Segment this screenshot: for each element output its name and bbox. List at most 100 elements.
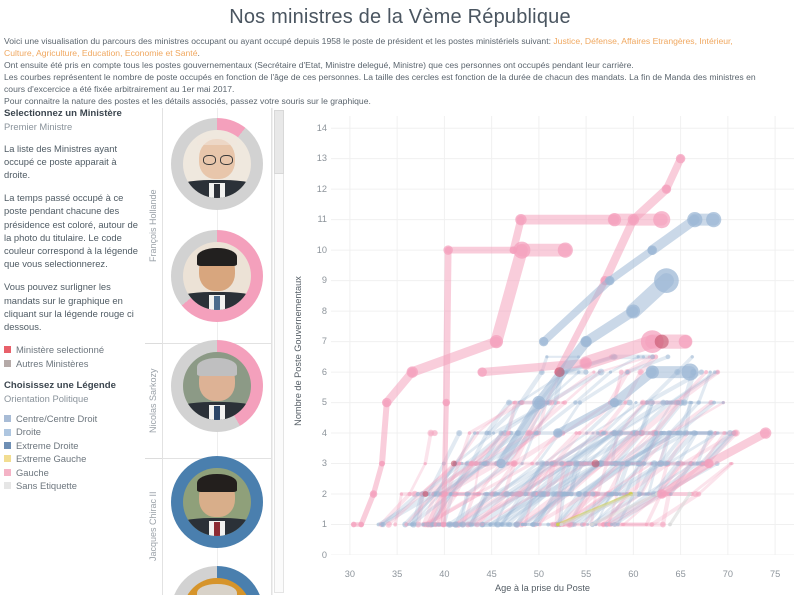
y-axis-tick: 7	[321, 336, 327, 347]
y-axis-tick: 8	[321, 305, 327, 316]
sidebar-paragraph-1: La liste des Ministres ayant occupé ce p…	[4, 142, 118, 180]
legend-label: Ministère selectionné	[16, 344, 105, 356]
app-root: Nos ministres de la Vème République Voic…	[0, 6, 800, 597]
legend-label: Extreme Droite	[16, 439, 79, 451]
legend-item-ministere-selectionne[interactable]: Ministère selectionné	[4, 343, 142, 356]
legend-item-gauche[interactable]: Gauche	[4, 466, 142, 479]
scrollbar-thumb[interactable]	[274, 109, 284, 174]
ministry-list-part-2: Culture, Agriculture, Education, Economi…	[4, 48, 198, 59]
minister-item[interactable]	[171, 229, 263, 322]
x-axis-tick: 30	[344, 568, 356, 579]
x-axis-tick: 55	[580, 568, 592, 579]
president-separator	[145, 342, 162, 344]
page-title: Nos ministres de la Vème République	[229, 6, 571, 28]
minister-item[interactable]	[171, 339, 263, 432]
color-swatch-selected	[4, 346, 11, 354]
president-group-label: Nicolas Sarkozy	[148, 367, 158, 433]
x-axis-tick: 50	[533, 568, 544, 579]
intro-line-1: Voici une visualisation du parcours des …	[4, 36, 733, 46]
color-swatch-gauche	[4, 468, 11, 476]
ministere-selector-value[interactable]: Premier Ministre	[4, 120, 73, 132]
legend-item-centre-centre-droit[interactable]: Centre/Centre Droit	[4, 412, 142, 425]
x-axis-tick: 70	[722, 568, 733, 579]
legend-label: Autres Ministères	[16, 357, 89, 369]
legend-choice-value[interactable]: Orientation Politique	[4, 393, 89, 405]
legend-label: Centre/Centre Droit	[16, 413, 98, 425]
ministere-selector-label: Selectionnez un Ministère	[4, 107, 122, 119]
x-axis-tick: 65	[675, 568, 686, 579]
intro-line-3: Ont ensuite été pris en compte tous les …	[4, 60, 634, 71]
y-axis-tick: 5	[321, 397, 327, 408]
legend-item-extreme-droite[interactable]: Extreme Droite	[4, 439, 142, 452]
color-swatch-others	[4, 359, 11, 367]
intro-line-5: cours d'excercice a été fixée arbitraire…	[4, 84, 235, 95]
y-axis-tick: 6	[321, 366, 327, 377]
intro-line-4: Les courbes représentent le nombre de po…	[4, 72, 756, 83]
selected-ministry-marker	[450, 460, 457, 467]
minister-item[interactable]	[171, 117, 263, 210]
y-axis-tick: 12	[316, 183, 327, 194]
scrollbar-track[interactable]	[274, 109, 284, 593]
highlighted-trajectories	[350, 153, 772, 527]
chart-svg	[331, 115, 794, 555]
x-axis-tick: 40	[439, 568, 450, 579]
minister-item[interactable]	[171, 455, 263, 548]
president-separator	[145, 457, 162, 459]
color-swatch-sans-etiquette	[4, 482, 11, 490]
x-axis-tick: 60	[628, 568, 639, 579]
minister-portrait	[183, 129, 251, 198]
legend-item-autres-ministeres[interactable]: Autres Ministères	[4, 357, 142, 370]
y-axis-tick: 3	[321, 458, 327, 469]
color-swatch-droite	[4, 428, 11, 436]
y-axis-tick: 14	[316, 122, 327, 133]
president-group-label: Jacques Chirac II	[148, 491, 158, 561]
scatter-line-chart[interactable]: Nombre de Poste Gouvernementaux Age à la…	[285, 108, 800, 595]
legend-item-extreme-gauche[interactable]: Extreme Gauche	[4, 452, 142, 465]
y-axis-tick: 11	[317, 214, 327, 225]
legend-choice-label: Choisissez une Légende	[4, 380, 116, 392]
legend-label: Droite	[16, 426, 42, 438]
x-axis-tick: 75	[769, 568, 781, 579]
intro-text: Voici une visualisation du parcours des …	[0, 35, 800, 108]
sidebar-paragraph-2: La temps passé occupé à ce poste pendant…	[4, 192, 138, 270]
color-swatch-extreme-droite	[4, 442, 11, 450]
ministry-list-part-1: Justice, Défense, Affaires Etrangères, I…	[553, 36, 733, 46]
ministers-list[interactable]: François Hollande Nicolas Sarkozy Jacques …	[145, 107, 285, 595]
minister-photo-strip[interactable]	[163, 107, 272, 595]
ministers-scrollbar[interactable]	[272, 107, 285, 595]
y-axis-tick: 4	[321, 427, 327, 438]
selection-legend: Ministère selectionné Autres Ministères	[4, 343, 142, 370]
president-group-label: François Hollande	[148, 188, 158, 262]
legend-label: Sans Etiquette	[16, 480, 77, 492]
color-swatch-centre	[4, 415, 11, 423]
y-axis-tick: 9	[321, 275, 327, 286]
minister-item[interactable]	[171, 565, 263, 595]
president-rail: François Hollande Nicolas Sarkozy Jacques …	[145, 107, 163, 595]
y-axis-tick: 13	[316, 153, 327, 164]
legend-label: Extreme Gauche	[16, 453, 87, 465]
sidebar-paragraph-3: Vous pouvez surligner les mandats sur le…	[4, 281, 134, 332]
legend-label: Gauche	[16, 466, 49, 478]
x-axis-label: Age à la prise du Poste	[495, 582, 590, 593]
minister-portrait	[183, 467, 251, 536]
selected-ministry-marker	[591, 459, 600, 468]
y-axis-tick: 10	[316, 244, 327, 255]
legend-item-sans-etiquette[interactable]: Sans Etiquette	[4, 479, 142, 492]
y-axis-tick: 2	[321, 488, 327, 499]
political-legend: Centre/Centre Droit Droite Extreme Droit…	[4, 412, 142, 492]
x-axis-tick: 45	[486, 568, 497, 579]
intro-line-6: Pour connaitre la nature des postes et l…	[4, 96, 371, 107]
intro-line-2: Culture, Agriculture, Education, Economi…	[4, 48, 200, 59]
plot-area[interactable]	[331, 115, 794, 555]
y-axis-tick: 1	[321, 519, 327, 530]
y-axis-tick: 0	[321, 549, 327, 560]
x-axis-tick: 35	[392, 568, 403, 579]
minister-portrait	[183, 577, 251, 595]
minister-portrait	[183, 351, 251, 420]
main-area: Selectionnez un Ministère Premier Minist…	[0, 107, 800, 595]
color-swatch-extreme-gauche	[4, 455, 11, 463]
selected-ministry-marker	[554, 366, 565, 377]
legend-item-droite[interactable]: Droite	[4, 425, 142, 438]
minister-portrait	[183, 241, 251, 310]
selected-ministry-marker	[654, 334, 669, 349]
